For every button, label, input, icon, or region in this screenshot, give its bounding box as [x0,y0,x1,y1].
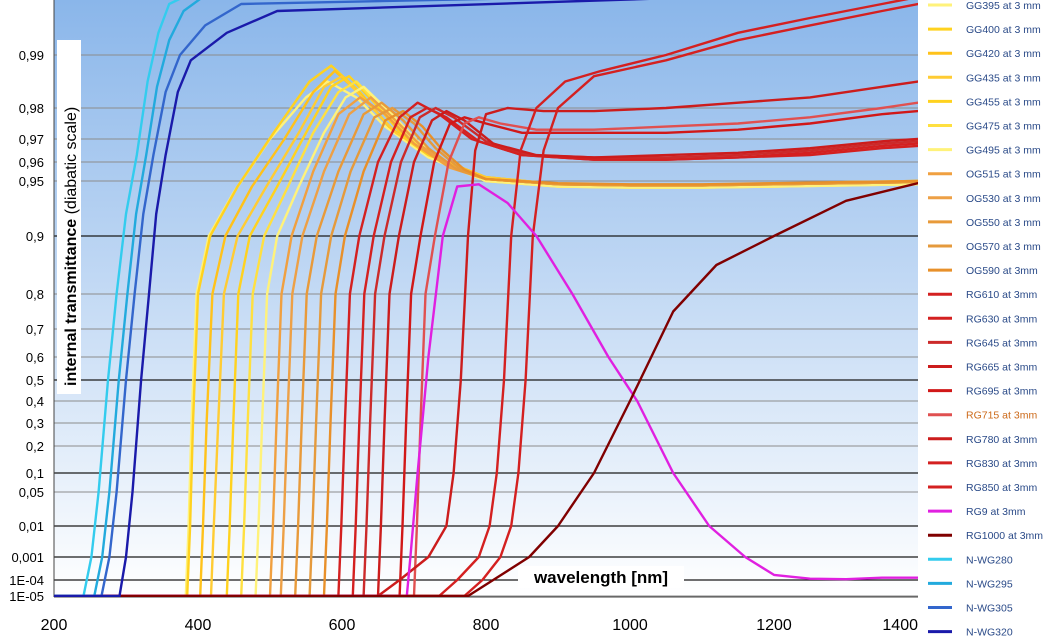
series-line-11 [54,109,918,597]
legend-label: OG515 at 3 mm [966,169,1041,181]
legend-label: N-WG305 [966,603,1013,615]
y-tick-label: 0,95 [19,174,44,189]
legend-label: N-WG280 [966,554,1013,566]
y-tick-label: 0,96 [19,155,44,170]
legend-label: GG455 at 3 mm [966,96,1041,108]
x-tick-label: 1200 [756,617,792,634]
y-tick-label: 0,97 [19,132,44,147]
y-tick-label: 0,8 [26,287,44,302]
series-line-13 [54,106,918,597]
y-tick-label: 0,01 [19,519,44,534]
legend-label: RG610 at 3mm [966,289,1037,301]
series-line-20 [54,2,918,597]
legend-label: GG475 at 3 mm [966,121,1041,133]
series-line-25 [54,0,493,597]
y-tick-label: 0,9 [26,229,44,244]
x-tick-label: 1000 [612,617,648,634]
series-line-26 [54,0,650,597]
legend-label: RG665 at 3mm [966,362,1037,374]
series-line-22 [54,181,918,597]
x-tick-label: 800 [473,617,500,634]
y-axis-label: internal transmittance (diabatic scale) [63,107,80,386]
legend-label: RG9 at 3mm [966,506,1026,518]
x-tick-label: 400 [185,617,212,634]
y-tick-label: 1E-05 [9,589,44,604]
series-line-6 [54,85,918,597]
y-tick-label: 0,99 [19,48,44,63]
series-line-21 [54,183,918,597]
legend-label: RG645 at 3mm [966,337,1037,349]
series-line-18 [54,80,918,597]
legend-label: RG830 at 3mm [966,458,1037,470]
plot-background [54,0,918,597]
gridlines [53,0,918,598]
legend-label: GG495 at 3 mm [966,145,1041,157]
legend-label: OG590 at 3mm [966,265,1038,277]
legend-label: GG395 at 3 mm [966,0,1041,12]
x-tick-label: 200 [41,617,68,634]
legend-label: N-WG295 [966,578,1013,590]
x-axis-label-bg [518,566,684,588]
legend-label: RG780 at 3mm [966,434,1037,446]
legend-label: GG400 at 3 mm [966,24,1041,36]
legend-label: RG850 at 3mm [966,482,1037,494]
y-tick-label: 0,2 [26,439,44,454]
x-axis-label: wavelength [nm] [533,568,668,587]
legend-label: OG550 at 3 mm [966,217,1041,229]
series-line-15 [54,109,918,597]
x-tick-label: 1400 [882,617,918,634]
y-tick-label: 1E-04 [9,573,44,588]
y-tick-label: 0,001 [11,550,44,565]
legend-label: RG715 at 3mm [966,410,1037,422]
series-line-24 [54,0,201,597]
legend-label: GG435 at 3 mm [966,72,1041,84]
y-tick-label: 0,1 [26,466,44,481]
y-tick-label: 0,05 [19,485,44,500]
legend-label: OG530 at 3 mm [966,193,1041,205]
y-axis-label-main: internal transmittance [63,219,80,386]
legend: GG395 at 3 mm GG400 at 3 mm GG420 at 3 mm G… [928,0,1043,639]
legend-label: GG420 at 3 mm [966,48,1041,60]
legend-label: RG1000 at 3mm [966,530,1043,542]
y-axis-label-sub: (diabatic scale) [63,107,80,219]
x-tick-label: 600 [329,617,356,634]
y-tick-label: 0,6 [26,350,44,365]
y-tick-label: 0,3 [26,416,44,431]
series-lines [54,0,918,597]
y-tick-labels: 0,99 0,98 0,97 0,96 0,95 0,9 0,8 0,7 0,6 0,5 0,4 0,… [9,48,44,604]
y-tick-label: 0,5 [26,373,44,388]
series-line-19 [54,0,909,597]
y-tick-label: 0,4 [26,394,44,409]
series-line-23 [54,0,181,597]
legend-label: N-WG320 [966,627,1013,639]
legend-label: OG570 at 3 mm [966,241,1041,253]
y-tick-label: 0,98 [19,101,44,116]
legend-label: RG630 at 3mm [966,313,1037,325]
legend-label: RG695 at 3mm [966,386,1037,398]
y-tick-label: 0,7 [26,322,44,337]
series-line-16 [54,109,918,597]
y-axis-label-bg [57,40,81,394]
x-tick-labels: 200 400 600 800 1000 1200 1400 [41,617,918,634]
